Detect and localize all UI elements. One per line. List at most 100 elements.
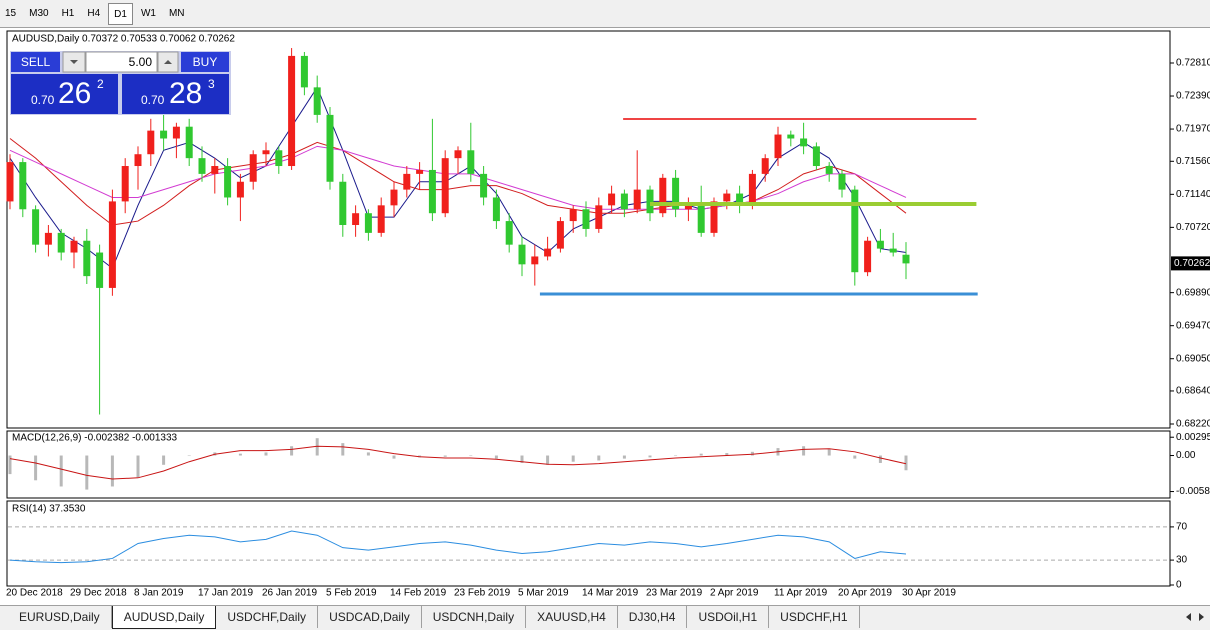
macd-bar (827, 449, 831, 456)
candle-body (224, 166, 232, 198)
candle-body (441, 158, 449, 214)
candle-body (403, 173, 411, 190)
candle-body (32, 209, 40, 245)
macd-bar (674, 455, 678, 457)
candle-body (710, 201, 718, 233)
candle-body (288, 55, 296, 167)
symbol-tab[interactable]: USDCAD,Daily (318, 606, 422, 628)
macd-bar (315, 438, 319, 456)
candle-body (326, 114, 334, 182)
plot-layer: 0.728100.723900.719700.715600.711400.707… (6, 48, 1210, 599)
symbol-tab[interactable]: USDCNH,Daily (422, 606, 527, 628)
y-tick-label: 0.69470 (1176, 320, 1210, 331)
macd-bar (648, 455, 652, 458)
macd-bar (85, 455, 89, 490)
lots-field[interactable] (85, 51, 158, 73)
lots-down-arrow (70, 60, 78, 64)
candle-body (761, 158, 769, 174)
moving-average (9, 145, 907, 210)
y-tick-label: 0.71970 (1176, 124, 1210, 135)
candle-body (812, 146, 820, 167)
candle-body (416, 169, 424, 174)
macd-bar (546, 455, 550, 465)
macd-bar (904, 455, 908, 471)
candle-body (864, 240, 872, 273)
y-tick-label: 0.69890 (1176, 287, 1210, 298)
candle-body (697, 205, 705, 233)
tab-scroll-left[interactable] (1186, 613, 1191, 621)
sell-label[interactable]: SELL (21, 55, 51, 69)
timeframe-button[interactable]: 15 (5, 7, 17, 19)
macd-title: MACD(12,26,9) -0.002382 -0.001333 (12, 433, 178, 444)
timeframe-button[interactable]: D1 (108, 2, 133, 25)
trade-panel: SELL 5.00 BUY 0.70 26 2 0.70 28 3 (10, 51, 231, 115)
candle-body (70, 240, 78, 253)
timeframe-button[interactable]: W1 (140, 7, 156, 19)
macd-bar (443, 455, 447, 457)
y-tick-label: -0.00582 (1176, 486, 1210, 497)
main-title: AUDUSD,Daily 0.70372 0.70533 0.70062 0.7… (12, 34, 235, 45)
macd-bar (238, 453, 242, 456)
symbol-tab[interactable]: USDOil,H1 (687, 606, 770, 628)
timeframe-button[interactable]: H4 (87, 7, 101, 19)
lots-up-arrow (164, 60, 172, 64)
candle-body (825, 166, 833, 174)
candle-body (275, 150, 283, 167)
symbol-tab[interactable]: USDCHF,H1 (769, 606, 860, 628)
candle-body (44, 232, 52, 245)
macd-bar (750, 451, 754, 456)
timeframe-button[interactable]: MN (168, 7, 185, 19)
y-tick-label: 0.70720 (1176, 222, 1210, 233)
y-tick-label: 0.72810 (1176, 58, 1210, 69)
buy-label[interactable]: BUY (193, 55, 218, 69)
x-tick-label: 26 Jan 2019 (262, 588, 317, 599)
symbol-tab[interactable]: USDCHF,Daily (216, 606, 319, 628)
candle-body (492, 197, 500, 222)
candle-body (556, 221, 564, 249)
buy-button[interactable] (181, 52, 229, 72)
macd-bar (8, 455, 12, 475)
x-tick-label: 23 Feb 2019 (454, 588, 511, 599)
candle-body (249, 154, 257, 182)
candle-body (595, 205, 603, 229)
timeframe-button[interactable]: H1 (61, 7, 75, 19)
candle-body (467, 150, 475, 174)
macd-bar (290, 446, 294, 456)
candle-body (172, 126, 180, 139)
sell-button[interactable] (11, 52, 60, 72)
symbol-tab[interactable]: DJ30,H4 (618, 606, 688, 628)
candle-body (787, 134, 795, 139)
symbol-tab[interactable]: EURUSD,Daily (8, 606, 112, 628)
symbol-tab[interactable]: XAUUSD,H4 (526, 606, 618, 628)
ask-fraction: 3 (208, 77, 215, 91)
x-tick-label: 29 Dec 2018 (70, 588, 127, 599)
ask-box[interactable] (122, 74, 229, 114)
tab-scroll[interactable] (1180, 611, 1210, 623)
x-tick-label: 14 Feb 2019 (390, 588, 447, 599)
macd-bar (520, 455, 524, 463)
macd-bar (699, 453, 703, 456)
bid-box[interactable] (11, 74, 118, 114)
candle-body (889, 248, 897, 253)
candle-body (6, 162, 14, 202)
ask-big: 0.70 (141, 93, 165, 107)
candle-body (838, 173, 846, 190)
candle-body (633, 189, 641, 210)
candle-body (211, 166, 219, 174)
x-tick-label: 30 Apr 2019 (902, 588, 956, 599)
y-tick-label: 0.68220 (1176, 419, 1210, 430)
timeframe-button[interactable]: M30 (29, 7, 49, 19)
candle-body (608, 193, 616, 206)
macd-bar (110, 455, 114, 487)
lots-value[interactable]: 5.00 (129, 55, 153, 69)
candle-body (83, 240, 91, 277)
tab-scroll-right[interactable] (1199, 613, 1204, 621)
candle-body (672, 177, 680, 210)
candle-body (480, 173, 488, 198)
x-tick-label: 17 Jan 2019 (198, 588, 253, 599)
macd-bar (802, 446, 806, 456)
macd-bar (187, 455, 191, 457)
symbol-tab[interactable]: AUDUSD,Daily (111, 606, 217, 629)
macd-bar (341, 443, 345, 456)
bid-fraction: 2 (97, 77, 104, 91)
